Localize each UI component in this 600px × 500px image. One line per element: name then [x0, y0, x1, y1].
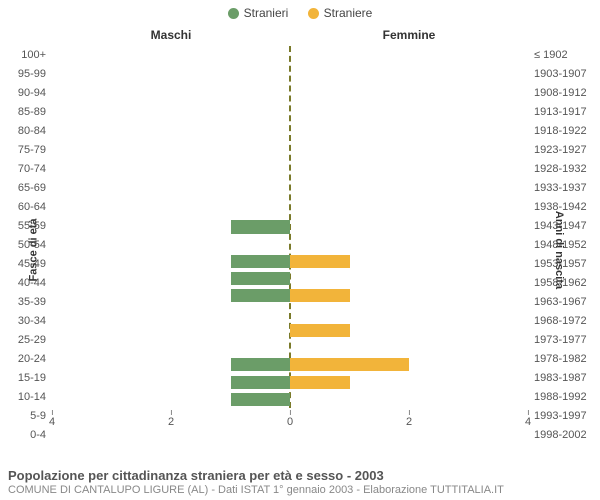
legend-item-female: Straniere [308, 6, 373, 20]
age-label: 45-49 [0, 258, 46, 270]
birth-label: 1953-1957 [534, 258, 600, 270]
age-label: 65-69 [0, 182, 46, 194]
bar-female [290, 376, 350, 389]
birth-label: 1988-1992 [534, 391, 600, 403]
bar-male [231, 376, 291, 389]
bar-female [290, 324, 350, 337]
birth-label: 1963-1967 [534, 296, 600, 308]
birth-label: 1993-1997 [534, 410, 600, 422]
x-tick: 4 [525, 410, 531, 428]
pyramid-row [52, 374, 528, 391]
pyramid-row [52, 287, 528, 304]
plot [52, 46, 528, 408]
age-label: 55-59 [0, 220, 46, 232]
bar-male [231, 272, 291, 285]
age-label: 60-64 [0, 201, 46, 213]
pyramid-row [52, 149, 528, 166]
pyramid-row [52, 63, 528, 80]
pyramid-row [52, 98, 528, 115]
birth-label: 1943-1947 [534, 220, 600, 232]
pyramid-row [52, 80, 528, 97]
pyramid-row [52, 201, 528, 218]
birth-label: 1948-1952 [534, 239, 600, 251]
bar-male [231, 220, 291, 233]
birth-label: 1903-1907 [534, 68, 600, 80]
age-label: 40-44 [0, 277, 46, 289]
age-label: 90-94 [0, 87, 46, 99]
pyramid-row [52, 339, 528, 356]
birth-label: 1998-2002 [534, 429, 600, 441]
birth-label: 1913-1917 [534, 106, 600, 118]
birth-label: ≤ 1902 [534, 49, 600, 61]
birth-label: 1938-1942 [534, 201, 600, 213]
pyramid-row [52, 46, 528, 63]
x-tick: 4 [49, 410, 55, 428]
pyramid-row [52, 115, 528, 132]
bar-female [290, 358, 409, 371]
column-title-male: Maschi [52, 28, 290, 42]
legend-item-male: Stranieri [228, 6, 289, 20]
pyramid-row [52, 356, 528, 373]
age-label: 30-34 [0, 315, 46, 327]
legend-label-female: Straniere [324, 6, 373, 20]
age-label: 80-84 [0, 125, 46, 137]
x-tick: 2 [406, 410, 412, 428]
bar-male [231, 393, 291, 406]
birth-label: 1908-1912 [534, 87, 600, 99]
pyramid-row [52, 236, 528, 253]
x-axis: 4 2 0 2 4 [52, 410, 528, 436]
pyramid-row [52, 218, 528, 235]
legend-swatch-male [228, 8, 239, 19]
pyramid-row [52, 253, 528, 270]
legend-label-male: Stranieri [244, 6, 289, 20]
age-labels: 100+ 95-99 90-94 85-89 80-84 75-79 70-74 65-69 6… [0, 46, 50, 444]
chart-subtitle: COMUNE DI CANTALUPO LIGURE (AL) - Dati I… [8, 484, 592, 496]
chart-area: Maschi Femmine 4 2 0 2 4 [52, 28, 528, 436]
age-label: 25-29 [0, 334, 46, 346]
x-tick: 2 [168, 410, 174, 428]
age-label: 70-74 [0, 163, 46, 175]
pyramid-row [52, 322, 528, 339]
bar-male [231, 289, 291, 302]
age-label: 35-39 [0, 296, 46, 308]
column-title-female: Femmine [290, 28, 528, 42]
age-label: 95-99 [0, 68, 46, 80]
birth-label: 1958-1962 [534, 277, 600, 289]
birth-label: 1968-1972 [534, 315, 600, 327]
age-label: 0-4 [0, 429, 46, 441]
footer: Popolazione per cittadinanza straniera p… [8, 468, 592, 496]
birth-label: 1973-1977 [534, 334, 600, 346]
birth-label: 1928-1932 [534, 163, 600, 175]
pyramid-row [52, 184, 528, 201]
age-label: 100+ [0, 49, 46, 61]
age-label: 15-19 [0, 372, 46, 384]
legend-swatch-female [308, 8, 319, 19]
bar-male [231, 358, 291, 371]
age-label: 20-24 [0, 353, 46, 365]
bar-male [231, 255, 291, 268]
chart-title: Popolazione per cittadinanza straniera p… [8, 468, 592, 483]
bar-female [290, 289, 350, 302]
x-tick: 0 [287, 410, 293, 428]
pyramid-row [52, 391, 528, 408]
age-label: 5-9 [0, 410, 46, 422]
birth-label: 1933-1937 [534, 182, 600, 194]
age-label: 85-89 [0, 106, 46, 118]
birth-year-labels: ≤ 1902 1903-1907 1908-1912 1913-1917 1918-19… [530, 46, 600, 444]
birth-label: 1983-1987 [534, 372, 600, 384]
legend: Stranieri Straniere [0, 0, 600, 24]
birth-label: 1978-1982 [534, 353, 600, 365]
pyramid-row [52, 132, 528, 149]
birth-label: 1918-1922 [534, 125, 600, 137]
pyramid-row [52, 305, 528, 322]
age-label: 10-14 [0, 391, 46, 403]
pyramid-row [52, 270, 528, 287]
age-label: 75-79 [0, 144, 46, 156]
pyramid-row [52, 167, 528, 184]
bar-female [290, 255, 350, 268]
birth-label: 1923-1927 [534, 144, 600, 156]
age-label: 50-54 [0, 239, 46, 251]
